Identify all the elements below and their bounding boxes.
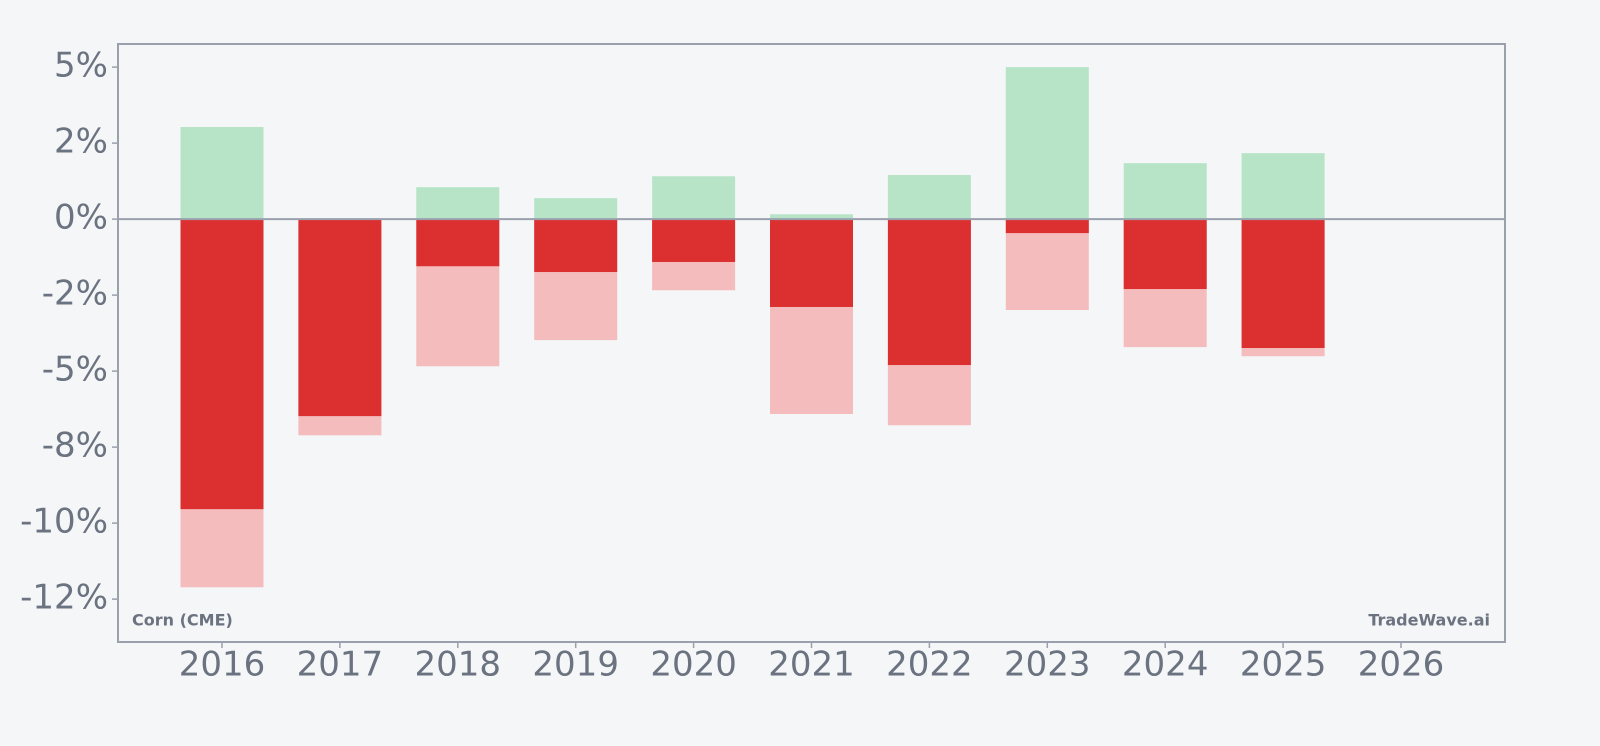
bar — [652, 176, 736, 220]
bar — [1123, 219, 1207, 290]
bar — [298, 219, 382, 417]
bar — [534, 219, 618, 273]
y-tick-label: -8% — [42, 426, 108, 466]
x-tick-label: 2016 — [179, 645, 266, 685]
y-tick-label: -10% — [20, 502, 108, 542]
bar — [416, 219, 500, 267]
bar — [770, 214, 853, 220]
y-tick-label: 0% — [54, 198, 108, 238]
x-tick-label: 2020 — [650, 645, 737, 685]
x-tick-label: 2025 — [1240, 645, 1327, 685]
bar — [1005, 219, 1089, 234]
y-tick-label: 5% — [54, 46, 108, 86]
bar — [652, 219, 736, 262]
bar — [180, 126, 264, 220]
bar — [887, 219, 971, 366]
bar — [1005, 67, 1089, 220]
bar — [770, 219, 853, 307]
x-tick-label: 2019 — [532, 645, 619, 685]
y-tick-label: -5% — [42, 350, 108, 390]
y-tick-label: 2% — [54, 122, 108, 162]
x-tick-label: 2022 — [886, 645, 973, 685]
x-tick-label: 2026 — [1358, 645, 1445, 685]
y-tick-label: -2% — [42, 274, 108, 314]
bar — [534, 198, 618, 220]
x-tick-label: 2017 — [297, 645, 384, 685]
x-tick-label: 2018 — [415, 645, 502, 685]
bar — [416, 187, 500, 220]
brand-label: TradeWave.ai — [1368, 611, 1490, 630]
bar — [1123, 163, 1207, 220]
y-tick-label: -12% — [20, 578, 108, 618]
bar — [180, 219, 264, 510]
x-tick-label: 2023 — [1004, 645, 1091, 685]
x-tick-label: 2024 — [1122, 645, 1209, 685]
bar — [1005, 219, 1089, 311]
bar — [1241, 153, 1325, 220]
x-tick-label: 2021 — [768, 645, 855, 685]
source-label: Corn (CME) — [132, 611, 233, 630]
bar — [887, 175, 971, 220]
bar — [1241, 219, 1325, 349]
